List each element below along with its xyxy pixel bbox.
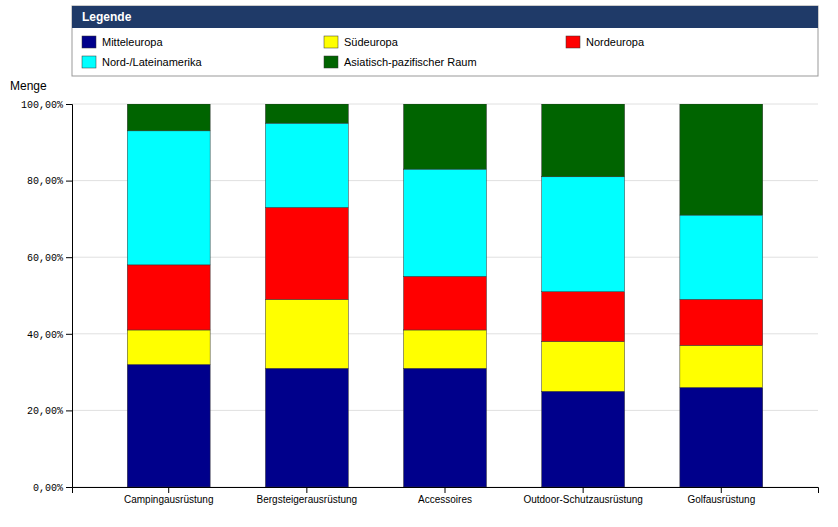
bar: [680, 387, 763, 487]
x-tick: Outdoor-Schutzausrüstung: [523, 487, 643, 505]
legend-box: [72, 6, 818, 76]
y-tick: 60,00%: [27, 253, 72, 264]
legend-label: Nordeuropa: [586, 36, 645, 48]
bar: [265, 299, 348, 368]
bar: [542, 177, 625, 292]
legend-header: [72, 6, 818, 28]
x-tick-mark: [306, 487, 307, 493]
y-tick-label: 20,00%: [27, 406, 63, 417]
bar: [542, 391, 625, 487]
bar: [680, 345, 763, 387]
x-tick-mark: [168, 487, 169, 493]
y-tick-mark: [66, 410, 72, 411]
bar: [404, 276, 487, 330]
legend-item: Mitteleuropa: [82, 36, 163, 48]
legend-swatch: [82, 56, 96, 68]
legend-swatch: [324, 36, 338, 48]
x-tick-label: Bergsteigerausrüstung: [257, 494, 358, 505]
x-tick: Campingausrüstung: [124, 487, 214, 505]
bar: [127, 330, 210, 364]
legend-label: Mitteleuropa: [102, 36, 163, 48]
y-tick-label: 100,00%: [21, 100, 63, 111]
x-tick: Bergsteigerausrüstung: [257, 487, 358, 505]
bar: [680, 104, 763, 215]
grid: [72, 104, 818, 487]
y-tick: 20,00%: [27, 406, 72, 417]
y-tick-label: 60,00%: [27, 253, 63, 264]
y-tick-label: 0,00%: [33, 483, 63, 494]
bar: [542, 104, 625, 177]
legend-swatch: [82, 36, 96, 48]
x-tick-label: Outdoor-Schutzausrüstung: [523, 494, 643, 505]
x-tick: Golfausrüstung: [687, 487, 755, 505]
y-tick-mark: [66, 334, 72, 335]
bar-series: [127, 104, 762, 215]
x-tick: Accessoires: [418, 487, 472, 505]
legend-label: Nord-/Lateinamerika: [102, 56, 203, 68]
axis-line: [73, 488, 819, 494]
bar: [127, 265, 210, 330]
legend: Legende Mitteleuropa Südeuropa Nordeuropa No…: [72, 6, 818, 76]
bar: [404, 169, 487, 276]
bar: [404, 330, 487, 368]
x-tick-label: Accessoires: [418, 494, 472, 505]
bar-series: [127, 364, 762, 487]
bar: [680, 215, 763, 299]
y-tick-mark: [66, 487, 72, 488]
legend-swatch: [566, 36, 580, 48]
legend-item: Südeuropa: [324, 36, 399, 48]
bars: [127, 104, 762, 487]
bar: [680, 299, 763, 345]
bar: [127, 364, 210, 487]
x-tick-label: Golfausrüstung: [687, 494, 755, 505]
bar: [542, 341, 625, 391]
legend-item: Nord-/Lateinamerika: [82, 56, 203, 68]
y-tick-mark: [66, 181, 72, 182]
y-tick-label: 80,00%: [27, 176, 63, 187]
bar: [265, 368, 348, 487]
legend-item: Asiatisch-pazifischer Raum: [324, 56, 477, 68]
legend-title: Legende: [82, 10, 132, 24]
bar: [265, 123, 348, 207]
bar: [265, 104, 348, 123]
legend-swatch: [324, 56, 338, 68]
axis-line: [66, 105, 73, 488]
legend-label: Asiatisch-pazifischer Raum: [344, 56, 477, 68]
bar: [127, 131, 210, 265]
bar: [127, 104, 210, 131]
x-tick-mark: [721, 487, 722, 493]
bar: [542, 292, 625, 342]
y-tick: 100,00%: [21, 100, 72, 111]
y-label: Menge: [10, 79, 47, 93]
y-tick-mark: [66, 257, 72, 258]
legend-label: Südeuropa: [344, 36, 399, 48]
legend-item: Nordeuropa: [566, 36, 645, 48]
y-tick-label: 40,00%: [27, 330, 63, 341]
x-tick-label: Campingausrüstung: [124, 494, 214, 505]
chart: 0,00% 20,00% 40,00% 60,00% 80,00% 100,00% Camp…: [0, 0, 838, 527]
y-axis: 0,00% 20,00% 40,00% 60,00% 80,00% 100,00%: [21, 100, 73, 494]
bar: [265, 207, 348, 299]
bar: [404, 104, 487, 169]
y-tick: 0,00%: [33, 483, 72, 494]
plot: 0,00% 20,00% 40,00% 60,00% 80,00% 100,00% Camp…: [21, 100, 819, 505]
x-tick-mark: [583, 487, 584, 493]
y-tick: 80,00%: [27, 176, 72, 187]
bar: [404, 368, 487, 487]
x-tick-mark: [445, 487, 446, 493]
y-tick-mark: [66, 104, 72, 105]
y-tick: 40,00%: [27, 330, 72, 341]
x-axis: Campingausrüstung Bergsteigerausrüstung Ac…: [73, 487, 819, 505]
